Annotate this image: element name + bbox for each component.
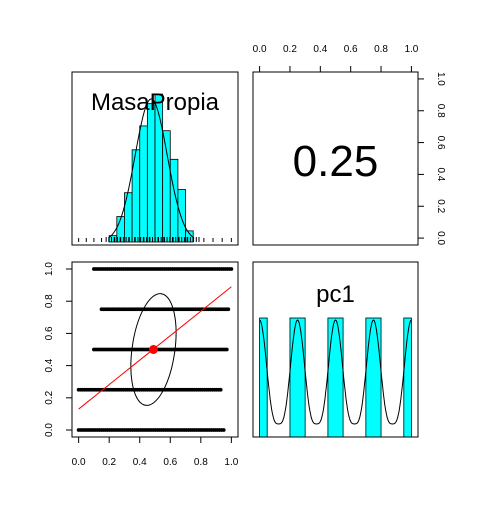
bottom-axis-tick-label: 0.2	[102, 457, 116, 468]
top-axis-tick-label: 0.0	[253, 44, 267, 55]
pc1-histogram-bar	[366, 318, 381, 437]
masapropia-histogram-bar	[155, 94, 163, 242]
top-axis-tick-label: 0.8	[374, 44, 388, 55]
bottom-axis-tick-label: 0.0	[72, 457, 86, 468]
masapropia-histogram-bar	[140, 126, 148, 242]
scatter-point	[229, 267, 233, 271]
left-axis-tick-label: 0.0	[44, 423, 55, 437]
right-axis-tick-label: 1.0	[435, 72, 446, 86]
pc1-variable-label: pc1	[316, 281, 355, 308]
left-axis-tick-label: 1.0	[44, 262, 55, 276]
right-axis-tick-label: 0.8	[435, 104, 446, 118]
masapropia-histogram-bar	[147, 104, 155, 242]
top-axis-tick-label: 1.0	[404, 44, 418, 55]
masapropia-histogram-bar	[178, 190, 186, 242]
bottom-axis-tick-label: 0.8	[194, 457, 208, 468]
masapropia-histogram-panel	[79, 94, 232, 242]
top-axis-tick-label: 0.6	[344, 44, 358, 55]
pc1-histogram-bar	[290, 318, 305, 437]
correlation-value-label: 0.25	[293, 137, 379, 186]
left-axis-tick-label: 0.8	[44, 294, 55, 308]
left-axis-tick-label: 0.6	[44, 326, 55, 340]
top-axis-tick-label: 0.2	[283, 44, 297, 55]
pc1-histogram-bar	[328, 318, 343, 437]
left-axis-tick-label: 0.4	[44, 358, 55, 372]
right-axis-tick-label: 0.0	[435, 231, 446, 245]
scatter-point	[225, 348, 229, 352]
centroid-point	[149, 345, 158, 354]
bottom-axis-tick-label: 1.0	[224, 457, 238, 468]
masapropia-variable-label: MasaPropia	[91, 89, 220, 116]
masapropia-histogram-bar	[163, 131, 171, 242]
bottom-axis-tick-label: 0.4	[133, 457, 147, 468]
left-axis-tick-label: 0.2	[44, 390, 55, 404]
right-axis-tick-label: 0.4	[435, 167, 446, 181]
scatter-point	[226, 307, 230, 311]
right-axis-tick-label: 0.6	[435, 136, 446, 150]
right-axis-tick-label: 0.2	[435, 199, 446, 213]
scatter-panel	[77, 267, 234, 432]
top-axis-tick-label: 0.4	[313, 44, 327, 55]
scatter-point	[219, 388, 223, 392]
pc1-histogram-panel	[260, 318, 412, 437]
scatter-point	[222, 428, 226, 432]
bottom-axis-tick-label: 0.6	[163, 457, 177, 468]
